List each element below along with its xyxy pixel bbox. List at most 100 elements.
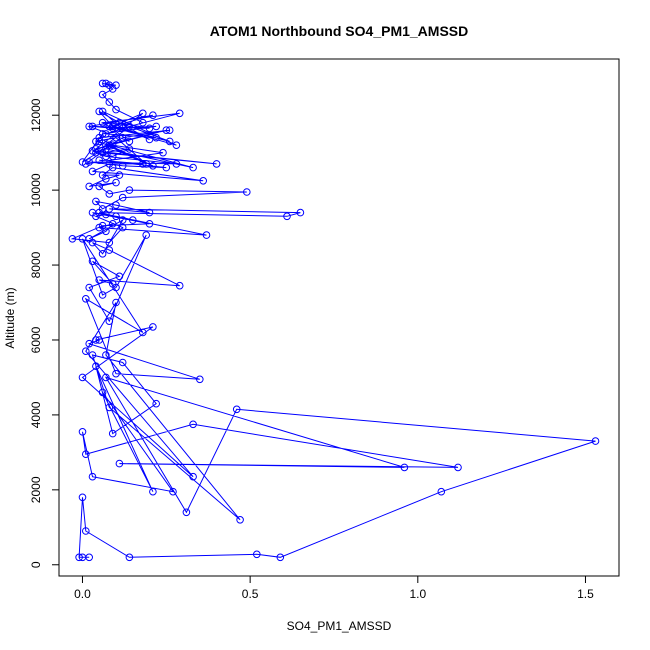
y-tick-label: 2000 [29,476,43,503]
data-point [145,124,154,133]
data-point [139,328,147,337]
data-point [98,205,107,213]
data-point [88,257,97,266]
data-point [172,160,181,168]
data-point [454,463,462,472]
data-point [142,231,150,239]
data-point [112,105,120,114]
data-point [112,369,120,378]
data-point [102,373,110,382]
data-point [105,81,114,89]
data-point [175,109,184,118]
data-point [115,272,124,281]
data-point [102,145,110,153]
data-point [105,98,114,106]
data-point [125,186,134,194]
data-point [82,450,90,459]
data-point [145,135,154,144]
data-point [108,220,117,228]
data-point [88,351,97,359]
data-point [283,212,291,221]
data-point [98,130,107,138]
data-point [252,550,261,559]
data-point [105,238,114,247]
data-point [591,437,600,445]
data-point [189,420,197,429]
data-point [139,160,147,168]
data-point [152,133,160,142]
data-point [236,516,244,524]
data-point [108,429,117,438]
y-tick-label: 0 [29,561,43,568]
y-tick-label: 12000 [29,98,43,132]
data-point [85,339,93,348]
data-point [159,148,167,157]
data-point [78,428,87,436]
data-point [182,508,191,517]
data-point [118,358,127,367]
data-point [139,109,147,118]
data-point [102,130,110,138]
data-point [98,250,107,258]
data-point [92,197,100,206]
data-point [165,126,174,134]
data-point [85,235,93,243]
data-point [125,122,134,131]
data-point [172,141,181,149]
data-point [139,118,147,127]
data-point [92,362,100,371]
data-point [95,336,103,344]
data-point [95,276,103,284]
data-point [98,171,107,179]
data-point [105,246,114,254]
data-point [118,216,127,224]
data-point [102,351,110,359]
data-point [189,163,197,172]
data-point [95,156,103,164]
data-point [98,388,107,397]
x-tick-label: 1.5 [577,587,594,601]
y-tick-label: 10000 [29,173,43,207]
data-point [102,141,110,149]
data-point [145,208,154,217]
x-tick-label: 1.0 [409,587,426,601]
y-tick-label: 6000 [29,326,43,353]
data-point [189,472,197,481]
y-axis-label: Altitude (m) [3,287,17,348]
data-point [92,145,100,153]
data-point [129,216,137,224]
data-point [88,472,97,481]
data-point [149,162,157,170]
data-point [115,459,124,468]
data-point [169,487,177,496]
data-point [98,221,107,230]
data-point [105,190,114,198]
data-point [125,137,134,146]
data-point [98,79,107,88]
data-point [105,160,114,168]
data-point [296,208,305,217]
data-point [108,122,117,131]
data-point [112,201,120,209]
data-point [152,122,160,131]
data-point [85,182,93,191]
data-point [112,298,120,307]
data-point [149,487,157,496]
data-point [88,122,97,131]
data-point [82,527,90,535]
plot-area [68,79,600,562]
data-point [142,160,150,168]
data-point [437,487,446,496]
data-point [85,122,93,131]
data-point [95,182,103,191]
data-point [78,158,87,166]
data-point [95,137,103,146]
data-point [105,122,114,131]
data-point [102,210,110,219]
data-point [162,126,171,134]
data-point [112,178,120,187]
data-point [88,167,97,176]
series-line [70,82,596,558]
data-point [165,137,174,146]
